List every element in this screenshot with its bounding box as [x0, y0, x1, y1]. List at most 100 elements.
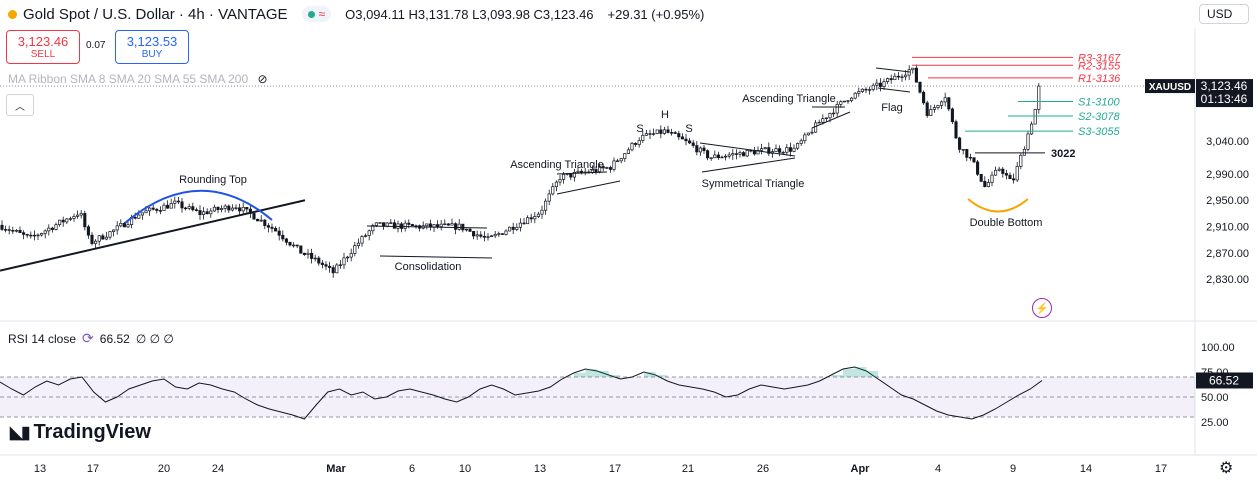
candle [108, 231, 112, 238]
time-tick-label: 24 [212, 463, 224, 475]
currency-selector[interactable]: USD [1199, 4, 1249, 24]
ma-ribbon-label: MA Ribbon SMA 8 SMA 20 SMA 55 SMA 200 [8, 72, 249, 86]
candle [277, 230, 281, 236]
candle [684, 138, 688, 142]
candle [763, 147, 767, 149]
candle [58, 219, 62, 226]
candle [500, 233, 504, 235]
candle [630, 143, 634, 151]
sell-button[interactable]: 3,123.46 SELL [6, 30, 80, 64]
candle [252, 213, 256, 220]
candle [990, 174, 994, 183]
rounding-top-arc [124, 189, 273, 224]
candle [133, 216, 137, 219]
candle [680, 136, 684, 140]
level-label: 3022 [1051, 148, 1075, 160]
candle [490, 235, 494, 238]
candle [601, 166, 605, 169]
time-tick-label: 13 [534, 463, 546, 475]
rsi-overbought-fill [866, 371, 879, 377]
rsi-legend[interactable]: RSI 14 close ⟳ 66.52 ∅ ∅ ∅ [8, 330, 174, 347]
candle [144, 210, 148, 214]
rsi-value-tag: 66.52 [1209, 373, 1239, 387]
candle [180, 201, 184, 209]
candle [648, 133, 652, 135]
tradingview-logo[interactable]: ◣▮ TradingView [10, 421, 151, 444]
candle [958, 137, 962, 150]
time-tick-label: 10 [459, 463, 471, 475]
candle [284, 238, 288, 243]
candle [551, 186, 555, 195]
candle [169, 203, 173, 209]
candle [695, 145, 699, 153]
asc-triangle-1-top [556, 171, 608, 175]
candle [194, 209, 198, 211]
candle [349, 253, 353, 258]
gear-icon[interactable]: ⚙ [1219, 460, 1234, 477]
hide-eye-icon[interactable]: ⊘ [257, 72, 268, 86]
candle [612, 160, 616, 170]
pattern-label: Double Bottom [970, 217, 1043, 229]
price-tag-countdown: 01:13:46 [1201, 92, 1248, 106]
candle [18, 230, 22, 234]
candle [634, 143, 638, 145]
candles-group [0, 64, 1041, 278]
market-status-pill[interactable]: ≈ [301, 6, 332, 22]
candle [652, 133, 656, 135]
candle [796, 143, 800, 149]
candle [659, 129, 663, 134]
candle [7, 229, 11, 231]
candle [752, 150, 756, 155]
candle [810, 131, 814, 134]
candle [439, 223, 443, 227]
candle [472, 231, 476, 237]
consolidation-top-line [366, 225, 488, 229]
candle [1033, 108, 1037, 125]
candle [1012, 178, 1016, 181]
buy-label: BUY [141, 49, 163, 60]
refresh-icon: ⟳ [82, 330, 94, 346]
candle [817, 121, 821, 124]
candle [598, 166, 602, 173]
rounding-top-trendline [0, 199, 306, 272]
candle [709, 157, 713, 159]
candle [223, 205, 227, 209]
candle [187, 206, 191, 209]
candle [814, 122, 818, 133]
time-tick-label: 20 [158, 463, 170, 475]
collapse-legend-button[interactable]: ︿ [6, 94, 34, 116]
symbol-title[interactable]: Gold Spot / U.S. Dollar · 4h · VANTAGE [23, 5, 288, 23]
candle [562, 174, 566, 180]
candle [886, 78, 890, 82]
candle [536, 213, 540, 217]
candle [137, 214, 141, 219]
price-tag-value: 3,123.46 [1201, 79, 1248, 93]
rsi-tick-label: 25.00 [1201, 417, 1229, 429]
ma-ribbon-legend[interactable]: MA Ribbon SMA 8 SMA 20 SMA 55 SMA 200 ⊘ [8, 72, 268, 86]
candle [619, 158, 623, 162]
buy-button[interactable]: 3,123.53 BUY [115, 30, 189, 64]
candle [580, 170, 584, 173]
candle [929, 109, 933, 116]
candle [767, 147, 771, 154]
candle [212, 206, 216, 212]
candle [724, 155, 728, 158]
candle [263, 219, 267, 226]
rsi-overbought-fill [643, 372, 656, 377]
rsi-overbought-fill [831, 375, 843, 377]
candle [202, 211, 206, 215]
candle [911, 67, 915, 71]
lightning-icon[interactable]: ⚡ [1032, 298, 1052, 318]
candle [904, 74, 908, 78]
candle [605, 167, 609, 169]
candle [608, 167, 612, 170]
candle [864, 88, 868, 91]
candle [403, 222, 407, 229]
candle [774, 148, 778, 152]
candle [101, 235, 105, 240]
candle [378, 222, 382, 224]
candle [209, 210, 213, 215]
candle [446, 223, 450, 226]
candle [76, 214, 80, 217]
